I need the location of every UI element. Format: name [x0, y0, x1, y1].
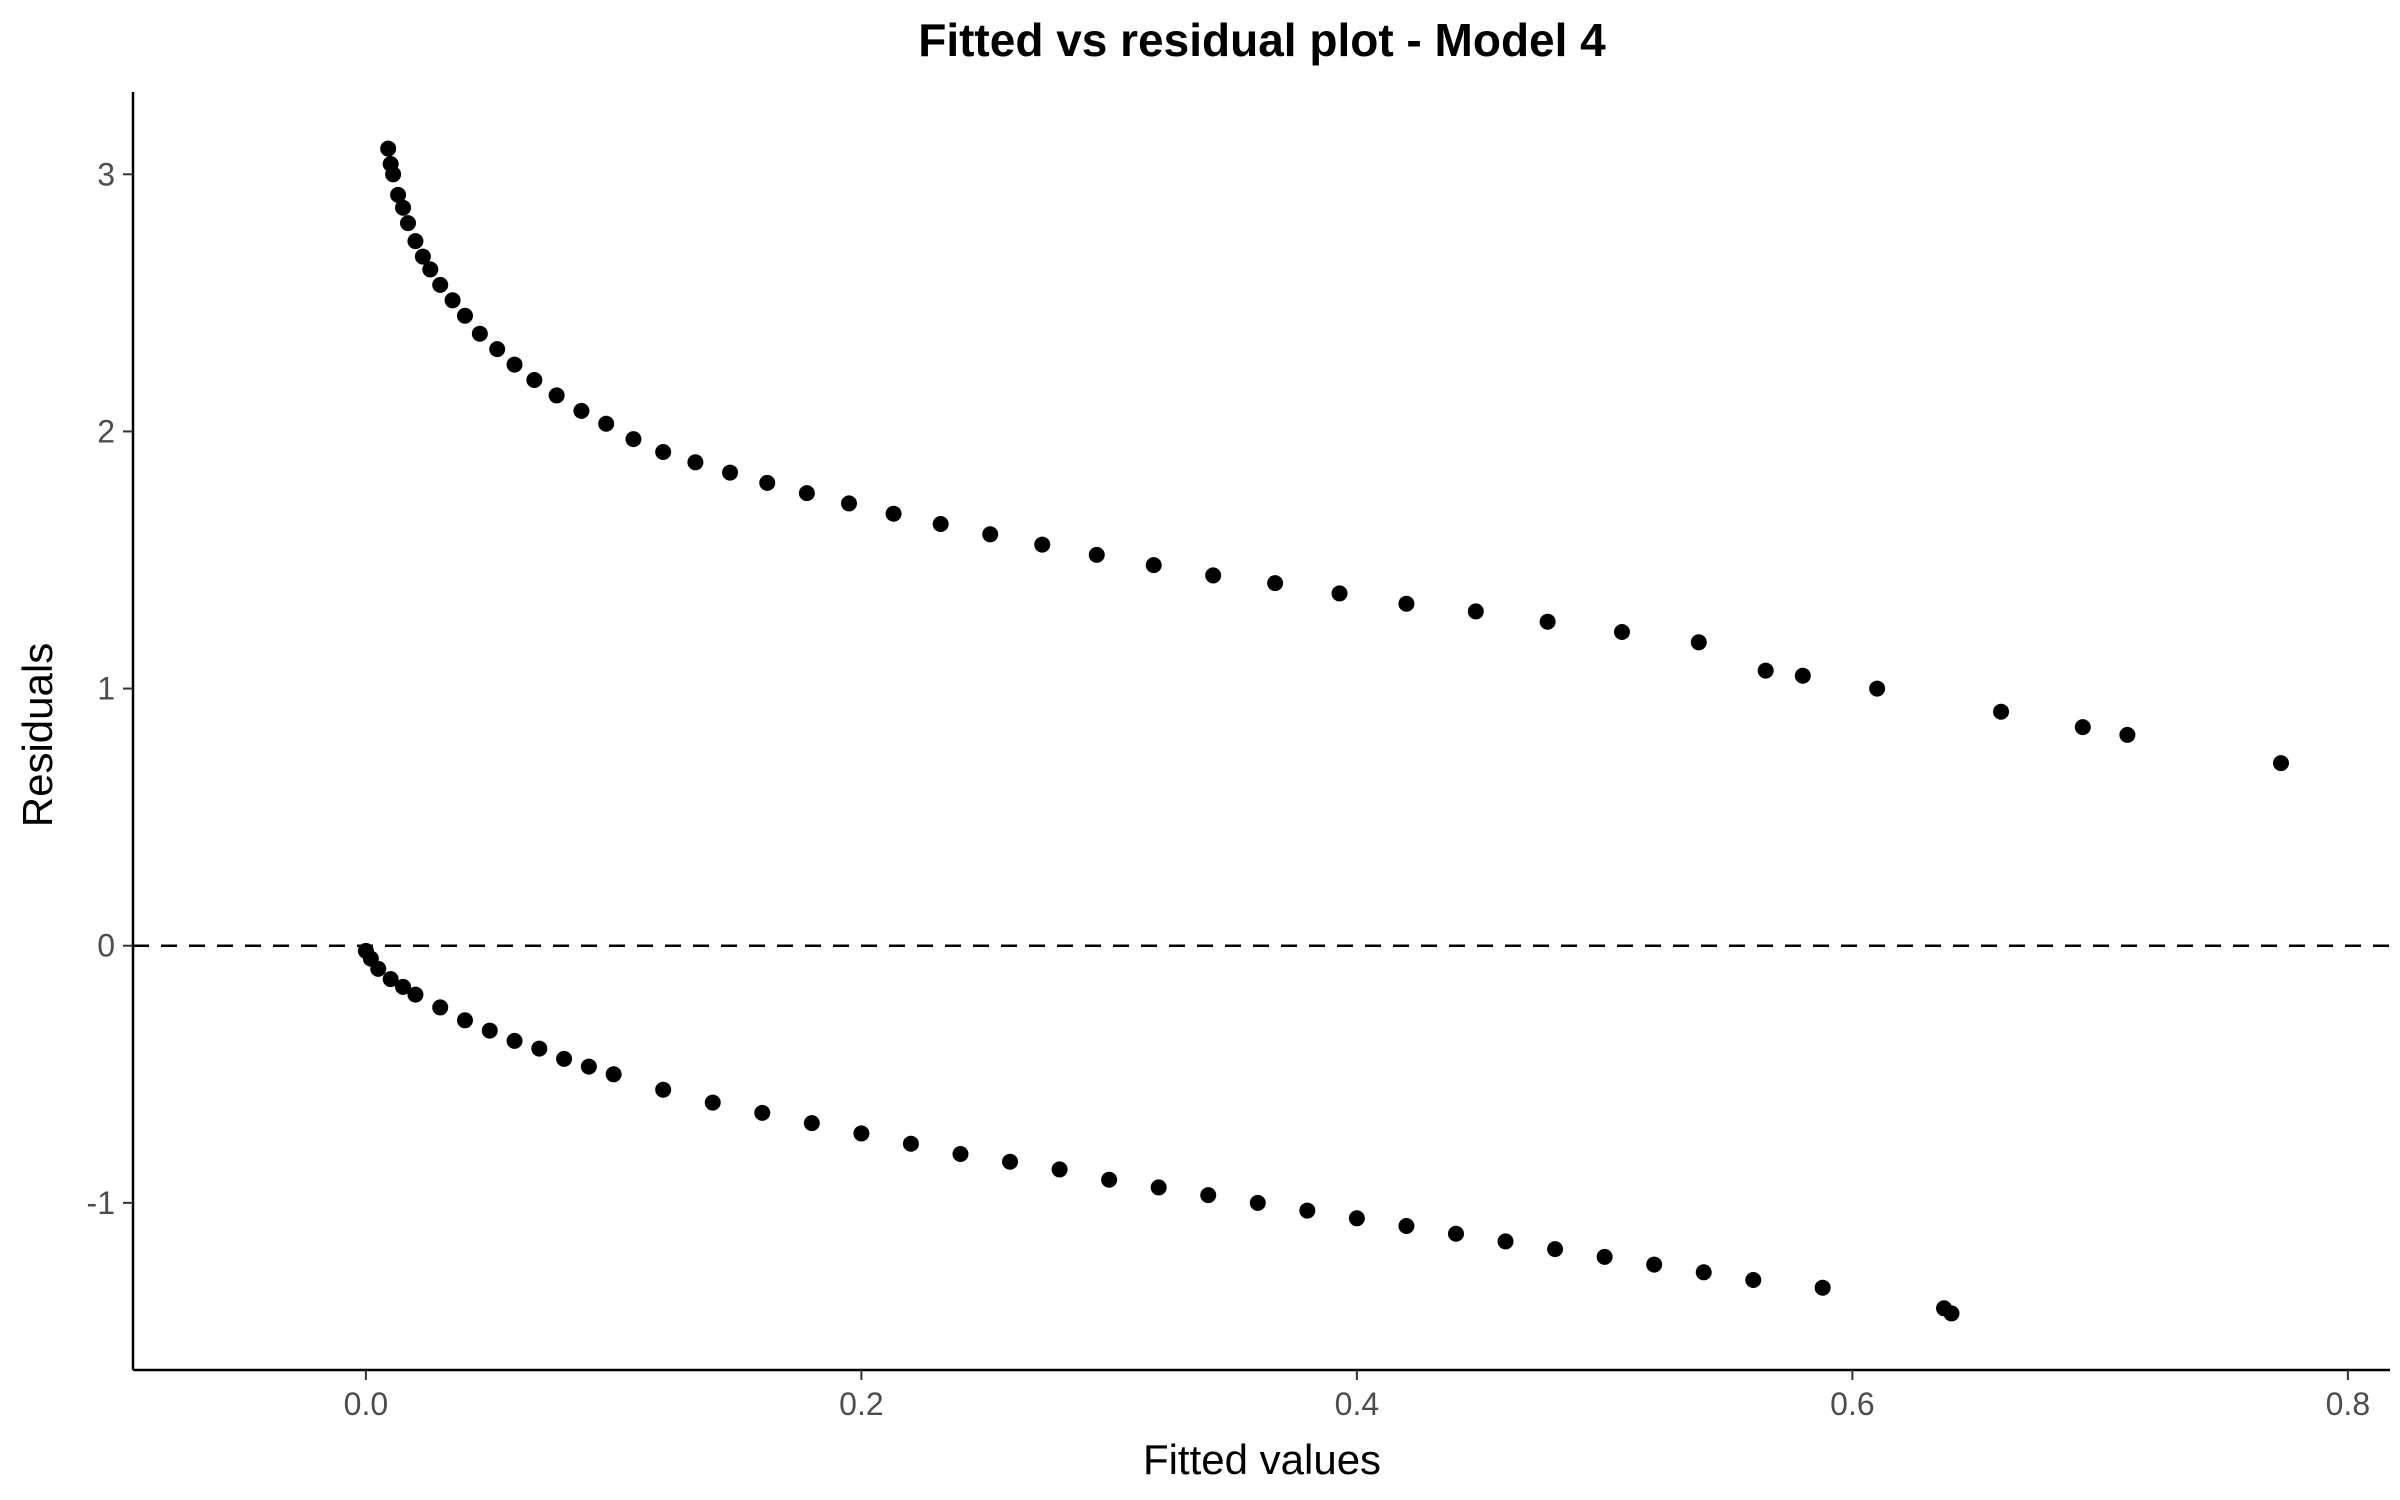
data-point — [1299, 1202, 1316, 1219]
data-point — [407, 233, 424, 250]
data-point — [1051, 1161, 1068, 1178]
data-point — [1943, 1305, 1960, 1322]
data-point — [798, 485, 815, 502]
data-point — [1101, 1171, 1118, 1188]
data-point — [1348, 1210, 1365, 1227]
data-point — [1267, 575, 1284, 592]
data-point — [456, 307, 473, 324]
data-point — [1690, 634, 1707, 651]
data-point — [385, 166, 402, 183]
data-point — [1145, 557, 1162, 574]
y-tick-label: 0 — [97, 928, 115, 964]
x-tick-label: 0.4 — [1335, 1386, 1379, 1422]
data-point — [1088, 546, 1105, 563]
data-point — [471, 325, 488, 342]
data-point — [395, 978, 412, 995]
data-point — [1794, 667, 1811, 684]
data-point — [1398, 595, 1415, 612]
data-points — [357, 140, 2289, 1322]
data-point — [1002, 1153, 1019, 1170]
data-point — [1150, 1179, 1167, 1196]
data-point — [414, 248, 431, 265]
data-point — [1200, 1187, 1217, 1204]
data-point — [1695, 1264, 1712, 1281]
data-point — [598, 415, 615, 432]
data-point — [803, 1115, 820, 1132]
y-tick-label: 2 — [97, 413, 115, 449]
y-tick-label: 3 — [97, 156, 115, 192]
data-point — [1596, 1248, 1613, 1265]
data-point — [1034, 536, 1051, 553]
data-point — [481, 1022, 498, 1039]
data-point — [1331, 585, 1348, 602]
data-point — [432, 999, 449, 1016]
data-point — [1745, 1272, 1762, 1288]
data-point — [1467, 603, 1484, 620]
data-point — [380, 140, 397, 157]
data-point — [506, 1032, 523, 1049]
data-point — [400, 215, 417, 232]
data-point — [395, 199, 412, 216]
y-axis-title: Residuals — [14, 643, 61, 827]
data-point — [885, 505, 902, 522]
x-tick-label: 0.8 — [2326, 1386, 2370, 1422]
data-point — [1497, 1233, 1514, 1250]
data-point — [1757, 662, 1774, 679]
x-tick-label: 0.2 — [839, 1386, 883, 1422]
data-point — [952, 1146, 969, 1162]
data-point — [531, 1040, 548, 1057]
data-point — [902, 1135, 919, 1152]
data-point — [1547, 1241, 1564, 1258]
data-point — [506, 356, 523, 373]
data-point — [687, 454, 704, 471]
data-point — [422, 261, 439, 278]
y-tick-label: -1 — [87, 1185, 115, 1221]
data-point — [382, 971, 399, 988]
data-point — [759, 474, 776, 491]
data-point — [1539, 613, 1556, 630]
data-point — [580, 1058, 597, 1075]
data-point — [840, 495, 857, 512]
data-point — [932, 516, 949, 532]
data-point — [1646, 1256, 1663, 1273]
data-point — [1398, 1218, 1415, 1234]
data-point — [853, 1125, 870, 1142]
data-point — [489, 341, 506, 358]
x-tick-label: 0.6 — [1830, 1386, 1874, 1422]
data-point — [548, 387, 565, 404]
data-point — [456, 1012, 473, 1029]
data-point — [605, 1066, 622, 1083]
data-point — [722, 464, 739, 481]
data-point — [2272, 755, 2289, 772]
data-point — [1447, 1225, 1464, 1242]
data-point — [2074, 719, 2091, 736]
data-point — [625, 431, 642, 448]
data-point — [444, 292, 461, 309]
data-point — [390, 186, 407, 203]
data-point — [655, 1081, 672, 1098]
data-point — [1814, 1279, 1831, 1296]
data-point — [754, 1104, 771, 1121]
data-point — [407, 986, 424, 1003]
y-tick-label: 1 — [97, 671, 115, 707]
data-point — [2119, 726, 2136, 743]
data-point — [1993, 703, 2010, 720]
data-point — [556, 1050, 573, 1067]
data-point — [655, 444, 672, 460]
data-point — [526, 372, 543, 388]
data-point — [704, 1094, 721, 1111]
x-axis-title: Fitted values — [1143, 1436, 1381, 1483]
x-tick-label: 0.0 — [344, 1386, 388, 1422]
data-point — [573, 402, 590, 419]
data-point — [370, 960, 387, 977]
data-point — [1205, 567, 1222, 584]
data-point — [1613, 624, 1630, 640]
data-point — [1869, 680, 1886, 697]
chart-title: Fitted vs residual plot - Model 4 — [918, 14, 1606, 66]
data-point — [1249, 1194, 1266, 1211]
data-point — [432, 276, 449, 293]
data-point — [982, 526, 999, 543]
axis-ticks: 0.0 0.2 0.4 0.6 0.8 -1 0 1 2 3 — [87, 156, 2371, 1422]
